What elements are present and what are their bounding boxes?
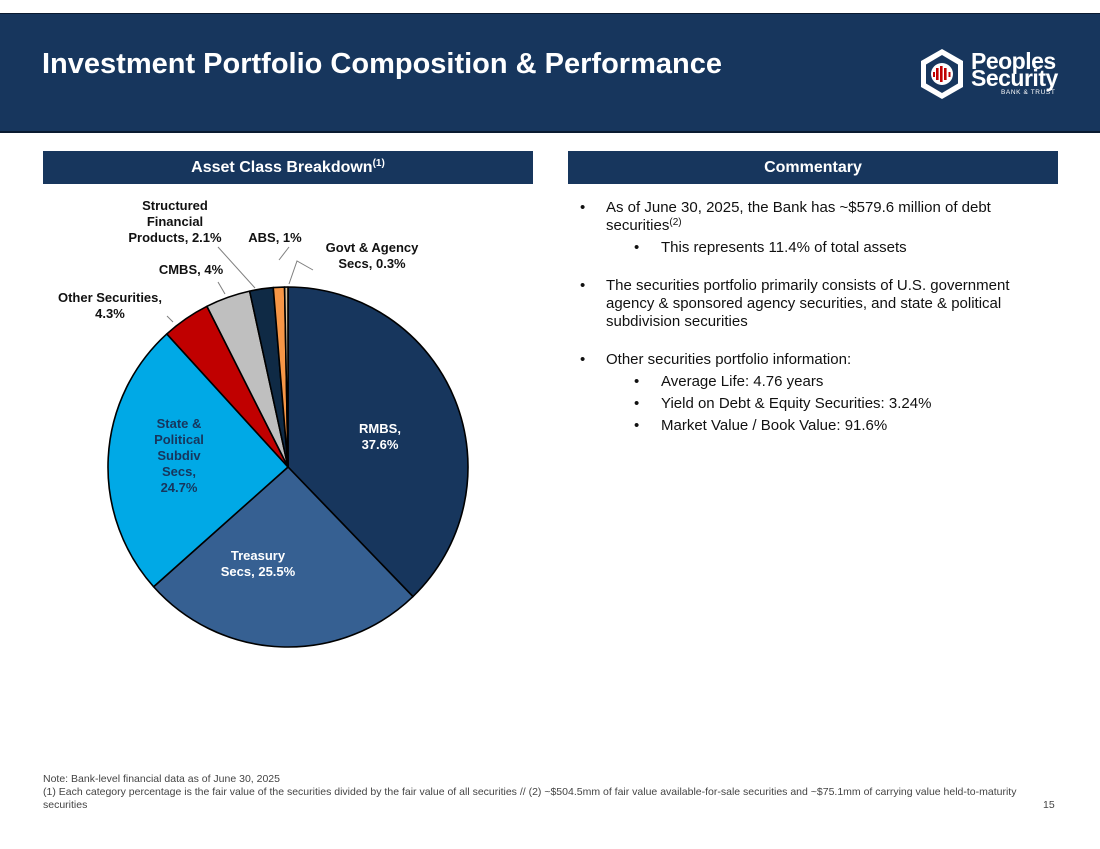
- asset-class-heading-footnote: (1): [372, 158, 385, 169]
- commentary-bullet: Other securities portfolio information:: [578, 351, 1048, 369]
- logo-wordmark-line1: Peoples: [971, 48, 1056, 74]
- slice-label-state-and-political-subdiv-secs: State & Political Subdiv Secs, 24.7%: [154, 416, 204, 495]
- slice-label-cmbs: CMBS, 4%: [159, 262, 224, 277]
- leader-line-govt-and-agency-secs: [288, 260, 314, 285]
- commentary-heading: Commentary: [568, 151, 1058, 184]
- logo-wordmark-line2: Security: [971, 65, 1058, 91]
- leader-line-cmbs: [217, 281, 226, 295]
- footnote-line: Note: Bank-level financial data as of Ju…: [43, 773, 280, 785]
- pie-slice-state-and-political-subdiv-secs: [107, 333, 289, 588]
- logo-tagline: BANK & TRUST: [1001, 89, 1056, 96]
- commentary-sub-bullet: Average Life: 4.76 years: [578, 373, 1048, 391]
- slice-label-treasury-secs: Treasury Secs, 25.5%: [221, 548, 296, 579]
- leader-line-other-securities: [166, 315, 174, 323]
- leader-line-abs: [278, 246, 290, 261]
- commentary-sub-bullet: Yield on Debt & Equity Securities: 3.24%: [578, 395, 1048, 413]
- slice-label-other-securities: Other Securities, 4.3%: [58, 290, 162, 321]
- footnote: Note: Bank-level financial data as of Ju…: [43, 773, 1033, 812]
- company-logo: Peoples Security BANK & TRUST: [917, 46, 1077, 102]
- asset-class-heading-text: Asset Class Breakdown: [191, 159, 373, 176]
- leader-line-structured-financial-products: [217, 246, 256, 289]
- pie-slice-treasury-secs: [152, 466, 414, 648]
- pie-slice-govt-and-agency-secs: [283, 286, 289, 468]
- asset-class-heading: Asset Class Breakdown(1): [43, 151, 533, 184]
- footnote-line: (1) Each category percentage is the fair…: [43, 786, 1017, 811]
- shield-hexagon-icon: [921, 49, 963, 99]
- slice-label-structured-financial-products: Structured Financial Products, 2.1%: [128, 198, 222, 245]
- slice-label-abs: ABS, 1%: [248, 230, 302, 245]
- slice-label-govt-and-agency-secs: Govt & Agency Secs, 0.3%: [326, 240, 419, 271]
- title-banner: [0, 13, 1100, 133]
- commentary-bullet-text: As of June 30, 2025, the Bank has ~$579.…: [606, 199, 991, 234]
- pie-slice-rmbs: [287, 286, 469, 598]
- slice-label-rmbs: RMBS, 37.6%: [359, 421, 401, 452]
- page-title: Investment Portfolio Composition & Perfo…: [42, 48, 722, 80]
- commentary-sub-bullet: This represents 11.4% of total assets: [578, 239, 1048, 257]
- commentary-footnote-ref: (2): [669, 217, 682, 228]
- commentary-list: As of June 30, 2025, the Bank has ~$579.…: [578, 199, 1048, 435]
- asset-class-pie-chart: RMBS, 37.6% Treasury Secs, 25.5% State & Poli…: [58, 198, 469, 648]
- commentary-sub-bullet: Market Value / Book Value: 91.6%: [578, 417, 1048, 435]
- commentary-bullet: As of June 30, 2025, the Bank has ~$579.…: [578, 199, 1048, 235]
- commentary-bullet: The securities portfolio primarily consi…: [578, 277, 1048, 331]
- page-number: 15: [1043, 799, 1055, 811]
